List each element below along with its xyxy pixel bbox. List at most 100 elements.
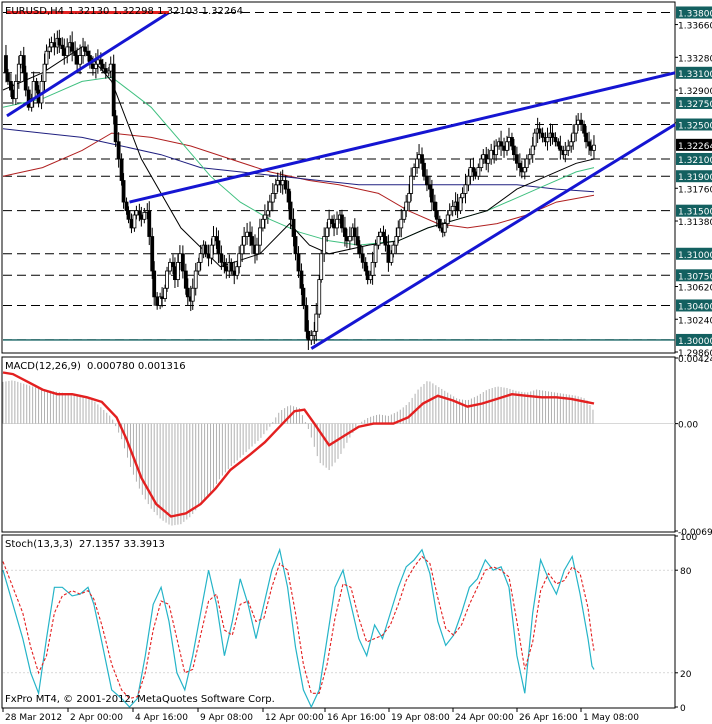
candle-bear [304,305,309,332]
candle-bear [330,218,334,225]
candle-bear [52,42,57,48]
candle-bear [75,55,80,65]
level-price-label: 1.30750 [678,272,712,282]
candle-bear [365,270,370,281]
candle-bull [347,236,352,242]
candle-bull [368,274,373,281]
candle-bull [489,149,494,160]
stoch-axis-label: 0 [680,704,686,714]
candle-bull [447,210,452,216]
candle-bear [34,81,39,91]
time-axis-label: 9 Apr 08:00 [200,713,253,723]
time-axis-label: 24 Apr 00:00 [455,713,514,723]
candle-bear [9,81,13,91]
level-price-badge [676,299,712,312]
candle-bull [108,63,113,72]
candle-bull [458,197,463,212]
candle-bull [176,261,180,281]
level-price-label: 1.33100 [678,70,712,80]
candle-bull [445,214,450,225]
candle-bear [214,236,219,242]
candle-bull [545,137,550,143]
candle-bull [524,158,529,168]
candle-bear [10,89,15,100]
time-axis-label: 19 Apr 08:00 [391,713,450,723]
current-price-badge [676,138,712,151]
candle-bear [286,188,291,203]
candle-bear [57,37,62,46]
candle-bear [422,162,426,177]
candle-bull [280,180,285,186]
candle-bull [211,236,216,246]
candle-bear [558,145,563,151]
candle-bear [180,253,185,272]
candle-bull [394,236,399,246]
macd-title: MACD(12,26,9) [5,361,81,372]
candle-bull [574,124,579,134]
candle-bull [327,218,332,229]
candle-bull [576,119,581,125]
time-axis-label: 2 Apr 00:00 [70,713,123,723]
candle-bear [296,253,301,272]
candle-bear [383,236,388,246]
candle-bull [391,244,396,255]
candle-bear [119,158,124,181]
candle-bull [507,137,511,143]
macd-values: 0.000780 0.001316 [87,361,186,372]
candle-bear [306,330,311,341]
macd-axis-label: 0.00 [678,421,698,431]
candle-bull [376,236,381,246]
macd-axis-label: -0.00694 [678,528,712,538]
candle-bull [476,167,481,177]
candle-bear [345,236,349,242]
candle-bull [168,261,172,272]
price-panel-frame [1,1,676,354]
candle-bear [21,55,26,74]
candle-bear [103,68,108,74]
candle-bull [235,266,240,276]
candle-bear [155,296,160,306]
candle-bear [432,201,437,212]
candle-bull [44,50,49,65]
candle-bull [396,227,401,237]
blue-trendline [6,11,170,118]
candle-bull [389,253,394,263]
candle-bear [514,154,519,164]
current-price-label: 1.32264 [678,142,712,152]
candle-bear [62,48,67,56]
level-price-badge [676,118,712,131]
candle-bear [183,270,188,289]
level-price-label: 1.33800 [678,9,712,19]
candle-bull [267,201,272,212]
candle-bull [275,180,280,186]
candle-bull [198,253,203,263]
candle-bear [381,231,386,237]
candle-bear [301,287,306,306]
level-price-label: 1.30400 [678,302,712,312]
candle-bear [83,46,87,52]
candle-bull [481,154,486,160]
candle-bull [415,158,419,168]
level-price-badge [676,6,712,19]
macd-signal-line [2,371,595,518]
candle-bull [317,279,322,315]
candle-bear [519,167,524,173]
price-axis-label: 1.30240 [678,316,712,326]
candle-bull [373,244,378,263]
candle-bull [209,244,214,259]
candle-bear [121,180,126,203]
candle-bull [370,261,375,276]
stoch-values: 27.1357 33.3913 [79,539,165,550]
candle-bear [556,141,561,147]
level-price-label: 1.31900 [678,173,712,183]
candle-bull [566,145,571,151]
candle-bull [314,313,319,332]
candle-bull [479,158,484,168]
candle-bear [291,218,296,237]
level-price-label: 1.31500 [678,208,712,218]
candle-bear [126,210,131,220]
stoch-signal-line [2,555,595,700]
time-axis-label: 16 Apr 16:00 [327,713,386,723]
candle-bull [563,149,568,156]
candle-bear [222,261,227,268]
